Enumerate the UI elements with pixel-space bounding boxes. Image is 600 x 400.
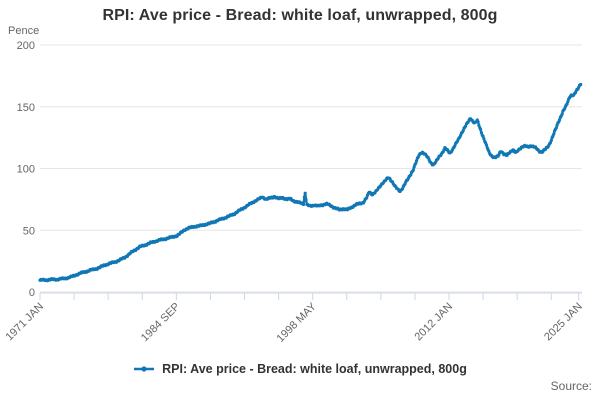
chart-title: RPI: Ave price - Bread: white loaf, unwr…: [102, 7, 498, 24]
y-axis-tick-label: 150: [17, 102, 35, 114]
y-axis-tick-label: 50: [23, 225, 35, 237]
legend-label: RPI: Ave price - Bread: white loaf, unwr…: [162, 362, 467, 376]
x-axis-tick-label: 1971 JAN: [3, 301, 46, 344]
x-axis-tick-label: 2012 JAN: [412, 301, 455, 344]
y-axis-tick-label: 100: [17, 164, 35, 176]
x-axis-tick-label: 1998 MAY: [275, 300, 320, 345]
legend-item[interactable]: RPI: Ave price - Bread: white loaf, unwr…: [0, 362, 600, 376]
y-axis-tick-label: 0: [29, 287, 35, 299]
price-line-markers: [38, 82, 583, 283]
y-axis-unit-label: Pence: [8, 25, 40, 37]
y-axis-tick-label: 200: [17, 40, 35, 52]
source-label: Source:: [550, 379, 592, 393]
x-axis-tick-label: 1984 SEP: [139, 301, 183, 345]
x-axis-tick-label: 2025 JAN: [542, 301, 585, 344]
legend-line-marker-icon: [134, 366, 155, 372]
price-line-series[interactable]: [38, 83, 582, 282]
